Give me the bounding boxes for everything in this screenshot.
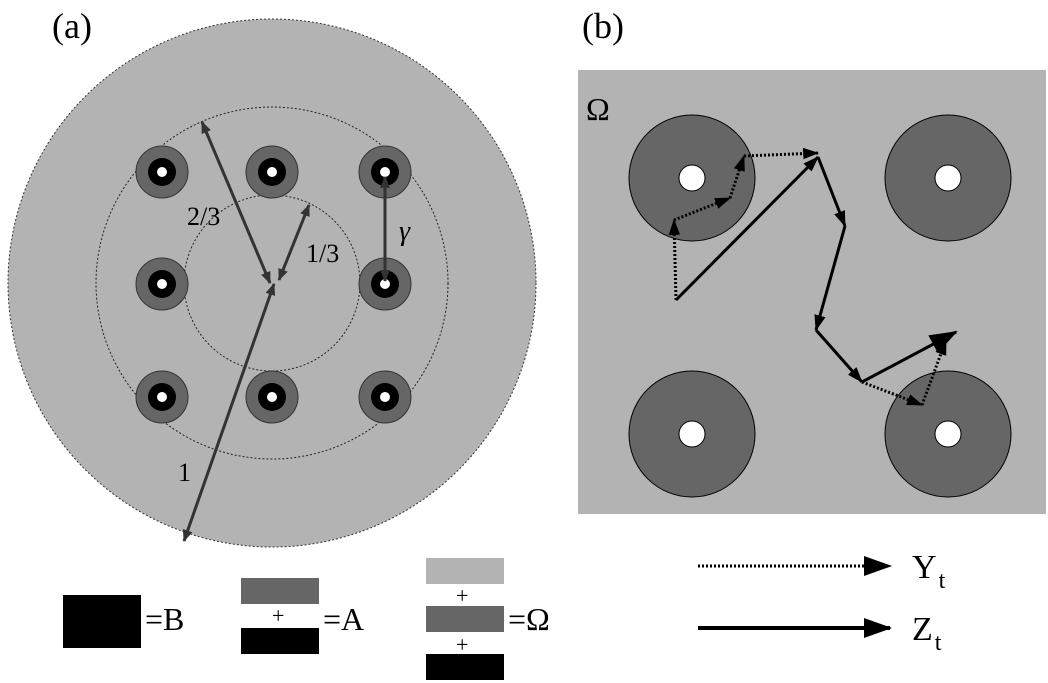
radius-label-inner: 1/3 (306, 239, 339, 268)
gamma-label: γ (399, 216, 411, 247)
obstacle-bottom-right (884, 370, 1012, 498)
obstacle-top-right (884, 114, 1012, 242)
legend-y-label: Yt (912, 549, 946, 594)
obstacle-bottom-left (628, 370, 756, 498)
legend-z-label: Zt (912, 611, 942, 656)
legend-A-label: =A (323, 601, 364, 637)
obstacle-top-left (628, 114, 756, 242)
radius-label-middle: 2/3 (187, 202, 220, 231)
y-segment (743, 147, 820, 160)
z-segment (814, 329, 864, 383)
y-path (668, 147, 948, 407)
legend-omega-plus-1: + (456, 583, 468, 608)
radius-label-outer: 1 (178, 458, 191, 487)
legend-z-main: Z (912, 611, 933, 648)
legend-omega-black-swatch (426, 654, 504, 680)
legend-omega-label: =Ω (508, 601, 550, 637)
omega-label: Ω (586, 91, 610, 127)
z-path (674, 155, 958, 384)
legend-omega-plus-2: + (456, 632, 468, 657)
legend-A-black-swatch (241, 628, 319, 654)
legend-A-dark-swatch (241, 578, 319, 604)
legend-y-sub: t (939, 568, 946, 594)
y-segment (861, 380, 924, 407)
outer-domain-circle (7, 18, 537, 548)
y-segment (920, 338, 948, 406)
target-cell (135, 370, 189, 424)
target-cell (245, 145, 299, 199)
legend-y-main: Y (912, 549, 937, 586)
target-cell (358, 257, 412, 311)
radius-arrow-inner (277, 204, 311, 281)
legend-A-plus: + (272, 603, 284, 628)
target-cell (245, 370, 299, 424)
target-cell (135, 145, 189, 199)
legend-omega-dark-swatch (426, 606, 504, 632)
z-segment (816, 156, 847, 228)
target-cell (135, 257, 189, 311)
panel-a-label: (a) (52, 6, 92, 46)
panel-b-label: (b) (582, 6, 624, 46)
y-segment (668, 218, 681, 301)
target-cell (358, 370, 412, 424)
radius-arrow-middle (200, 121, 272, 284)
radius-arrow-outer (182, 283, 276, 542)
legend-B-swatch (63, 595, 141, 648)
legend-omega-light-swatch (426, 558, 504, 584)
z-segment (674, 155, 820, 302)
legend-B-label: =B (145, 601, 184, 637)
z-segment (814, 225, 847, 332)
y-segment (728, 154, 746, 199)
legend-z-sub: t (935, 630, 942, 656)
